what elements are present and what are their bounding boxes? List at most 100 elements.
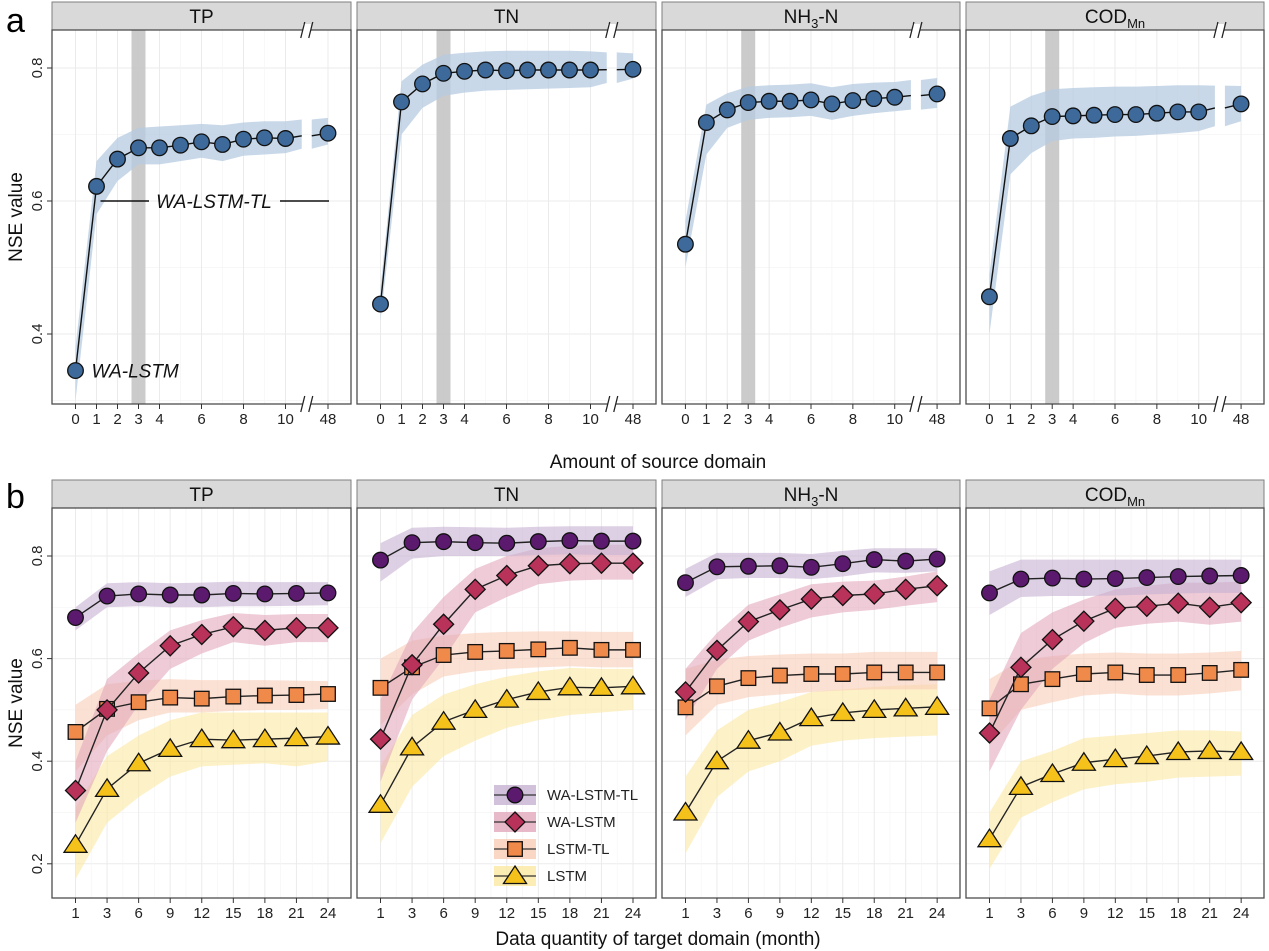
x-tick-label: 48 — [929, 411, 946, 428]
x-tick-label: 21 — [897, 905, 914, 922]
data-point — [151, 139, 168, 157]
x-tick-label: 4 — [1069, 411, 1077, 428]
x-tick-label: 0 — [376, 411, 384, 428]
facet-b-TP: TP 1 3 6 9 12 15 18 21 24 0.2 0.4 0.6 0.8 — [29, 479, 352, 922]
data-point-wa-lstm-tl — [677, 574, 694, 592]
data-point-lstm-tl — [1201, 665, 1218, 681]
data-point-wa-lstm-tl — [435, 533, 453, 551]
data-point — [540, 61, 557, 79]
x-tick-label: 1 — [397, 411, 405, 428]
data-point-lstm — [525, 680, 552, 701]
x-axis-title-a: Amount of source domain — [550, 452, 767, 473]
data-point-wa-lstm-tl — [1232, 567, 1250, 584]
panel-letter-b: b — [6, 478, 25, 516]
axis-break-gap — [1215, 24, 1224, 36]
data-point — [193, 133, 210, 151]
data-point-wa-lstm — [464, 578, 487, 601]
data-point-lstm — [1071, 751, 1097, 771]
axis-break-mark — [308, 395, 314, 413]
x-tick-label: 3 — [1017, 905, 1025, 922]
x-tick-label: 15 — [530, 905, 547, 922]
data-point-wa-lstm-tl — [67, 609, 84, 627]
x-tick-label: 6 — [502, 411, 510, 428]
data-point-wa-lstm-tl — [1169, 568, 1187, 585]
data-point-lstm — [557, 676, 583, 696]
facet-label: TN — [494, 485, 519, 506]
data-point — [477, 61, 494, 79]
x-tick-label: 0 — [985, 411, 993, 428]
data-point-wa-lstm-tl — [624, 532, 642, 550]
axis-break-gap — [911, 24, 920, 36]
x-tick-label: 12 — [1107, 905, 1124, 922]
x-tick-label: 1 — [681, 905, 689, 922]
axis-break-mark — [917, 395, 923, 413]
x-tick-label: 3 — [1048, 411, 1056, 428]
data-point — [130, 139, 147, 157]
data-point-lstm-tl — [1233, 661, 1250, 678]
data-point — [928, 85, 946, 103]
data-point-lstm-tl — [929, 664, 946, 681]
data-point — [1085, 106, 1103, 124]
data-point-lstm-tl — [625, 641, 641, 658]
data-point-wa-lstm — [590, 552, 613, 575]
data-point-lstm-tl — [866, 664, 883, 681]
data-point-lstm-tl — [467, 643, 484, 660]
x-tick-label: 1 — [71, 905, 79, 922]
panel-a: TP0 1 2 3 4 6 8 10 480.40.60.8WA-LSTM-TLWA-LSTMT… — [29, 1, 1265, 428]
data-point-lstm-tl — [288, 687, 305, 703]
data-point — [582, 61, 599, 79]
data-point-lstm — [588, 676, 615, 696]
data-point — [172, 136, 189, 154]
data-point-wa-lstm — [317, 616, 339, 639]
data-point-lstm — [892, 697, 919, 717]
data-point — [372, 295, 389, 313]
facet-label: CODMn — [1085, 485, 1145, 509]
x-tick-label: 3 — [439, 411, 447, 428]
data-point-wa-lstm — [674, 681, 697, 703]
data-point-wa-lstm-tl — [897, 552, 915, 570]
data-point-lstm — [1196, 739, 1223, 760]
data-point-wa-lstm-tl — [224, 584, 242, 602]
data-point-wa-lstm — [1010, 656, 1032, 679]
data-point-lstm — [399, 736, 425, 756]
data-point — [781, 92, 799, 110]
x-tick-label: 8 — [1153, 411, 1161, 428]
data-point-wa-lstm — [190, 623, 213, 646]
x-tick-label: 0 — [71, 411, 79, 428]
facet-strip — [51, 1, 352, 31]
data-point-wa-lstm — [222, 615, 245, 638]
data-point-lstm — [704, 750, 730, 770]
axis-break-gap — [302, 24, 311, 36]
x-tick-label: 15 — [1138, 905, 1155, 922]
data-point-wa-lstm-tl — [319, 584, 337, 602]
data-point — [1190, 103, 1208, 121]
axis-break-mark — [605, 21, 611, 39]
data-point-wa-lstm-tl — [98, 587, 116, 605]
x-tick-label: 24 — [1233, 905, 1250, 922]
x-tick-label: 48 — [1233, 411, 1250, 428]
data-point — [561, 61, 578, 79]
legend-key-circle-icon — [506, 786, 524, 804]
data-point-lstm-tl — [162, 689, 179, 706]
data-point-wa-lstm — [768, 598, 791, 621]
x-tick-label: 1 — [985, 905, 993, 922]
legend: WA-LSTM-TL WA-LSTM LSTM-TL LSTM — [494, 785, 638, 886]
legend-item: WA-LSTM — [494, 811, 616, 833]
data-point-wa-lstm — [1104, 597, 1127, 620]
y-tick-label: 0.6 — [29, 648, 46, 669]
data-point-wa-lstm-tl — [287, 584, 305, 602]
legend-item: LSTM — [494, 864, 587, 886]
data-point — [802, 91, 820, 109]
x-tick-label: 9 — [776, 905, 784, 922]
axis-break-mark — [909, 395, 915, 413]
axis-break-gap — [607, 24, 616, 36]
data-point — [760, 92, 778, 110]
facet-strip — [965, 1, 1265, 31]
x-tick-label: 0 — [681, 411, 689, 428]
x-tick-label: 10 — [277, 411, 294, 428]
legend-key-diamond-icon — [504, 811, 526, 833]
data-point — [319, 124, 337, 142]
data-point — [1127, 106, 1145, 124]
x-tick-label: 9 — [471, 905, 479, 922]
data-point — [844, 92, 862, 110]
